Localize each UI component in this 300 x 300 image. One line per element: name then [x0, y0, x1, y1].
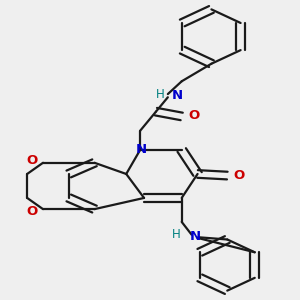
Text: O: O: [188, 109, 199, 122]
Text: O: O: [26, 154, 38, 167]
Text: N: N: [172, 89, 183, 102]
Text: N: N: [190, 230, 201, 243]
Text: O: O: [26, 205, 38, 218]
Text: N: N: [135, 143, 146, 156]
Text: O: O: [233, 169, 245, 182]
Text: H: H: [155, 88, 164, 100]
Text: H: H: [171, 228, 180, 241]
